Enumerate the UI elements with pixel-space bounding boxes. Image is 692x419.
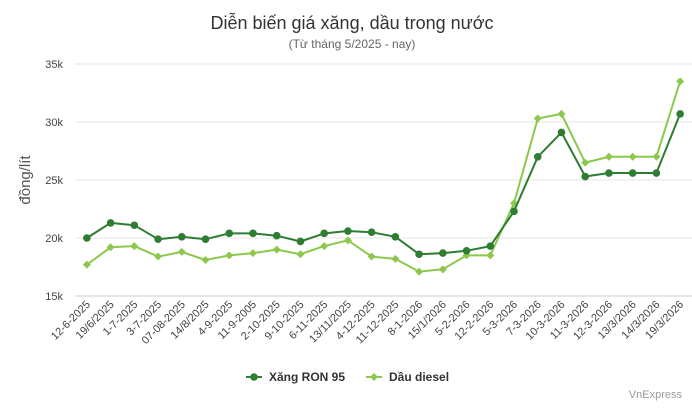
data-point [581, 158, 590, 167]
data-point [628, 152, 637, 161]
series-lines [82, 77, 685, 276]
data-point [557, 128, 566, 137]
legend-item: Dầu diesel [366, 370, 449, 384]
data-point [533, 114, 542, 123]
legend-marker [370, 373, 378, 381]
data-point [106, 219, 115, 227]
data-point [652, 169, 661, 177]
series-group [83, 110, 684, 259]
data-point [320, 229, 328, 238]
data-point [272, 245, 281, 254]
y-tick-label: 25k [45, 175, 63, 187]
data-point [177, 247, 186, 256]
data-point [652, 152, 661, 161]
data-point [486, 251, 495, 260]
data-point [225, 229, 234, 238]
data-point [82, 260, 91, 269]
data-point [605, 169, 613, 177]
data-point [676, 77, 685, 86]
data-point [676, 110, 684, 118]
data-point [604, 152, 613, 161]
data-point [462, 246, 471, 255]
series-line [86, 81, 682, 273]
grid-lines [75, 63, 692, 297]
data-point [439, 249, 447, 257]
data-point [581, 172, 590, 181]
data-point [320, 242, 329, 251]
data-point [272, 231, 281, 240]
data-point [130, 242, 139, 251]
legend-marker [250, 373, 258, 381]
data-point [557, 109, 566, 118]
x-axis-ticks: 12-6-202519/6/20251-7-20253-7-202507-08-… [49, 299, 686, 347]
data-point [415, 267, 424, 276]
chart-subtitle: (Từ tháng 5/2025 - nay) [289, 37, 416, 51]
y-tick-label: 20k [45, 233, 63, 245]
data-point [201, 256, 210, 265]
data-point [154, 252, 163, 261]
data-point [248, 249, 257, 258]
data-point [343, 236, 352, 245]
data-point [249, 229, 257, 238]
legend-label: Xăng RON 95 [269, 370, 345, 384]
legend: Xăng RON 95 Dầu diesel [246, 370, 449, 384]
y-tick-label: 15k [45, 291, 63, 303]
legend-item: Xăng RON 95 [246, 370, 345, 384]
chart-title: Diễn biến giá xăng, dầu trong nước [210, 12, 493, 33]
data-point [296, 237, 305, 246]
data-point [130, 221, 139, 230]
data-point [177, 233, 186, 241]
data-point [344, 227, 352, 235]
data-point [533, 153, 542, 161]
legend-label: Dầu diesel [389, 370, 449, 384]
data-point [391, 233, 400, 241]
y-axis-label: đồng/lít [17, 155, 34, 205]
data-point [201, 235, 210, 243]
y-axis-ticks: 15k 20k 25k 30k 35k [45, 59, 63, 303]
data-point [438, 265, 447, 274]
data-point [415, 250, 423, 259]
series-group [82, 77, 685, 276]
data-point [486, 242, 495, 250]
data-point [296, 250, 305, 259]
source-credit: VnExpress [629, 389, 683, 401]
y-tick-label: 30k [45, 117, 63, 129]
data-point [628, 169, 637, 177]
y-tick-label: 35k [45, 59, 63, 71]
data-point [367, 252, 376, 261]
data-point [510, 207, 518, 216]
data-point [106, 243, 115, 252]
series-line [86, 113, 682, 256]
data-point [154, 235, 162, 243]
data-point [391, 254, 400, 263]
data-point [83, 234, 91, 242]
data-point [225, 251, 234, 260]
data-point [367, 228, 376, 236]
